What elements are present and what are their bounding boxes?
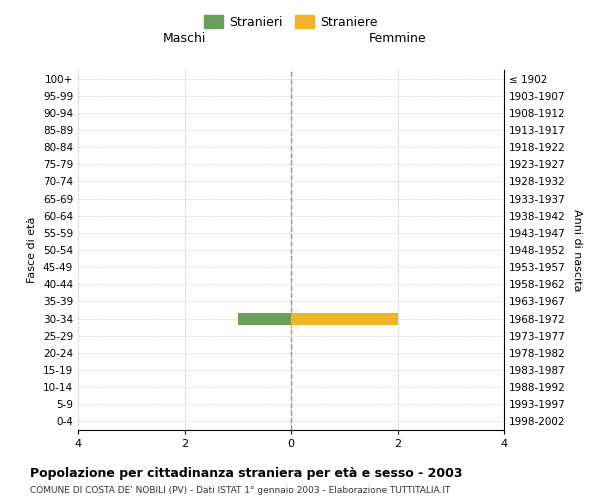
Y-axis label: Fasce di età: Fasce di età: [28, 217, 37, 283]
Legend: Stranieri, Straniere: Stranieri, Straniere: [200, 12, 382, 32]
Bar: [291, 312, 398, 324]
Text: Popolazione per cittadinanza straniera per età e sesso - 2003: Popolazione per cittadinanza straniera p…: [30, 468, 463, 480]
Bar: [238, 312, 291, 324]
Text: Maschi: Maschi: [163, 32, 206, 45]
Text: COMUNE DI COSTA DE' NOBILI (PV) - Dati ISTAT 1° gennaio 2003 - Elaborazione TUTT: COMUNE DI COSTA DE' NOBILI (PV) - Dati I…: [30, 486, 451, 495]
Text: Femmine: Femmine: [368, 32, 427, 45]
Y-axis label: Anni di nascita: Anni di nascita: [572, 209, 582, 291]
